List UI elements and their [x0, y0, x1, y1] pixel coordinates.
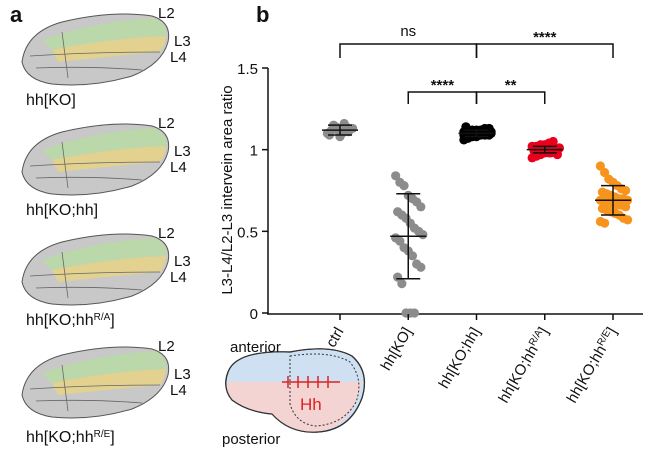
data-point: [548, 136, 558, 147]
panel-letter: b: [256, 2, 269, 27]
data-point: [399, 181, 409, 191]
x-tick-label-part: hh[KO;hh]: [435, 325, 483, 392]
data-point: [600, 167, 610, 178]
inset-label: anterior: [230, 339, 281, 356]
wing-l2-l3: [42, 351, 167, 383]
wing-label-part: R/A: [94, 312, 111, 323]
panel-letter: a: [10, 2, 23, 27]
wing: [21, 346, 170, 419]
wing-label-part: hh[KO]: [26, 92, 76, 109]
significance-label: **: [505, 77, 517, 94]
significance-bracket: [475, 43, 614, 58]
wing-veins: [29, 251, 161, 299]
wing-l3-l4: [52, 146, 166, 172]
y-tick-label: 0: [250, 306, 258, 323]
wing: [21, 123, 170, 196]
significance-bracket: [475, 91, 546, 104]
y-tick-label: 1: [250, 143, 258, 160]
vein-label: L3: [174, 33, 191, 50]
vein-label: L2: [158, 5, 175, 22]
wing-label: hh[KO;hhR/A]: [26, 312, 115, 330]
x-tick-label-part: hh[KO;hh: [495, 343, 541, 406]
x-tick-label: ctrl: [323, 325, 348, 351]
y-axis-label: L3-L4/L2-L3 intervein area ratio: [219, 85, 236, 294]
inset-label: posterior: [222, 431, 280, 448]
x-tick-label: hh[KO]: [378, 325, 416, 374]
wing-label-part: R/E: [94, 429, 111, 440]
vein-label: L4: [170, 49, 187, 66]
data-point: [463, 127, 473, 137]
wing-label: hh[KO;hh]: [26, 202, 98, 219]
wing-veins: [29, 141, 161, 189]
data-point: [554, 143, 564, 153]
vein-label: L3: [174, 143, 191, 160]
inset-label: Hh: [300, 395, 322, 414]
x-tick-label: hh[KO;hhR/E]: [563, 324, 620, 406]
vein-label: L4: [170, 159, 187, 176]
x-tick-label: hh[KO;hhR/A]: [495, 324, 552, 406]
significance-bracket: [339, 43, 478, 58]
wing-veins: [29, 364, 161, 412]
data-point: [409, 308, 420, 318]
vein-label: L3: [174, 366, 191, 383]
wing-label-part: hh[KO;hh: [26, 429, 94, 446]
wing-l3-l4: [52, 256, 166, 282]
data-point: [416, 262, 426, 272]
wing: [21, 233, 170, 306]
data-point: [621, 202, 631, 212]
wing-l2-l3: [42, 128, 167, 160]
x-tick-label: hh[KO;hh]: [435, 325, 483, 392]
data-point: [391, 171, 401, 181]
data-point: [623, 215, 633, 225]
significance-label: ****: [431, 77, 455, 94]
wing-label-part: ]: [110, 429, 114, 446]
vein-label: L2: [158, 225, 175, 242]
wing-label-part: hh[KO;hh: [26, 312, 94, 329]
significance-label: ns: [400, 23, 416, 40]
wing-label-part: ]: [110, 312, 114, 329]
y-tick-label: 1.5: [237, 61, 258, 78]
inset-disc: [225, 348, 365, 433]
y-tick-label: 0.5: [237, 224, 258, 241]
wing-l3-l4: [52, 36, 166, 62]
x-tick-label-part: ctrl: [323, 325, 348, 351]
wing-l2-l3: [42, 18, 167, 50]
wing-l3-l4: [52, 369, 166, 395]
x-tick-label-part: hh[KO;hh: [564, 343, 610, 406]
data-point: [600, 218, 610, 228]
data-point: [395, 236, 405, 246]
data-point: [418, 230, 428, 240]
vein-label: L2: [158, 115, 175, 132]
wing: [21, 13, 170, 86]
vein-label: L2: [158, 338, 175, 355]
data-point: [595, 161, 606, 171]
x-tick-label-part: hh[KO]: [378, 325, 416, 374]
data-point: [621, 185, 631, 196]
vein-label: L3: [174, 253, 191, 270]
wing-veins: [29, 31, 161, 79]
wing-label-part: hh[KO;hh]: [26, 202, 98, 219]
data-point: [397, 279, 407, 289]
significance-label: ****: [533, 29, 557, 46]
wing-l2-l3: [42, 238, 167, 270]
vein-label: L4: [170, 269, 187, 286]
vein-label: L4: [170, 382, 187, 399]
wing-label: hh[KO;hhR/E]: [26, 429, 115, 447]
data-point: [416, 202, 426, 212]
data-point: [407, 251, 418, 261]
wing-label: hh[KO]: [26, 92, 76, 109]
